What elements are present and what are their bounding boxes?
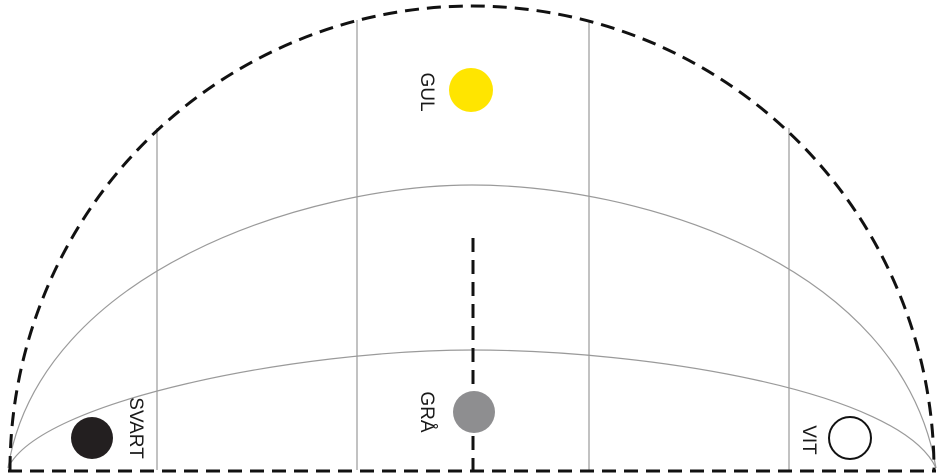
vit-point bbox=[828, 416, 872, 460]
svart-point bbox=[71, 417, 113, 459]
outer-dashed-dome bbox=[8, 4, 936, 471]
svart-label: SVART bbox=[125, 397, 146, 459]
gul-point bbox=[449, 68, 493, 112]
inner-arc-upper bbox=[7, 184, 937, 469]
gra-label: GRÅ bbox=[416, 391, 437, 433]
gra-point bbox=[453, 391, 495, 433]
vit-label: VIT bbox=[798, 425, 819, 455]
gul-label: GUL bbox=[416, 72, 437, 111]
